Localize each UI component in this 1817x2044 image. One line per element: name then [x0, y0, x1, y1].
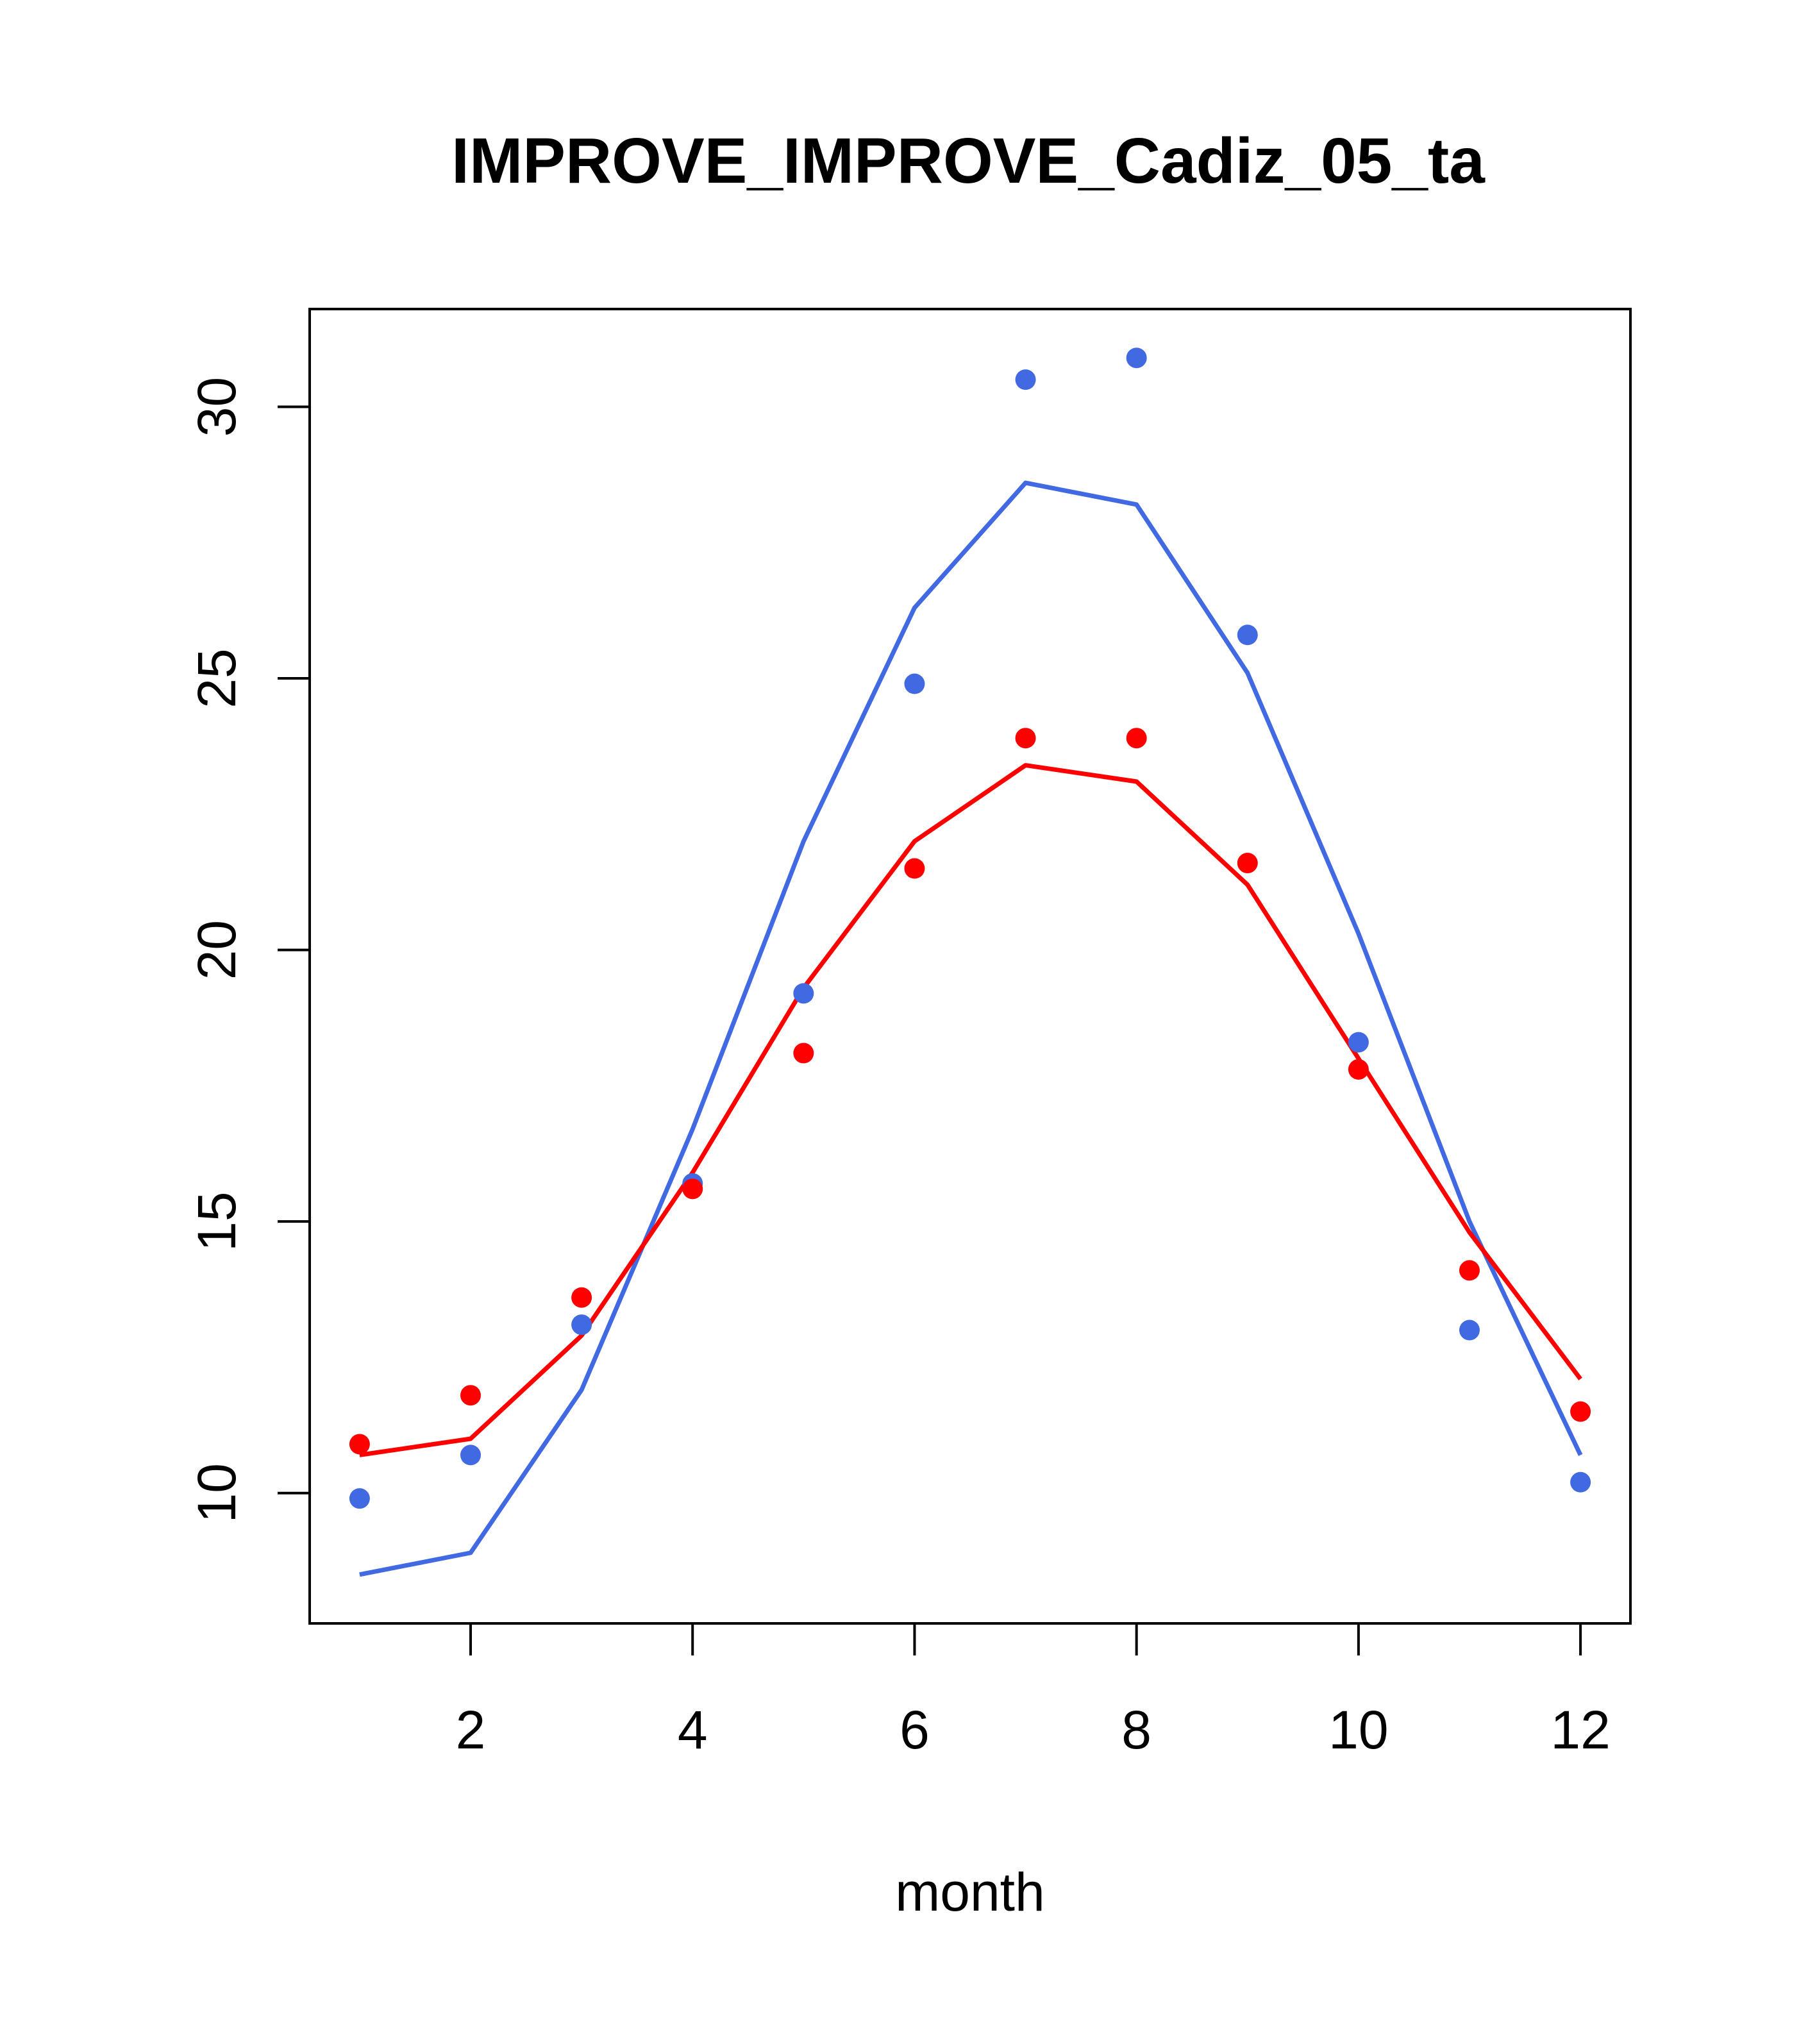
chart-title: IMPROVE_IMPROVE_Cadiz_05_ta [451, 125, 1486, 197]
blue-point [1237, 624, 1258, 646]
blue-point [349, 1488, 370, 1509]
y-tick-label: 20 [187, 920, 247, 980]
x-axis-label: month [895, 1862, 1044, 1922]
x-tick-label: 8 [1121, 1700, 1151, 1760]
blue-point [1570, 1471, 1591, 1493]
blue-point [1015, 369, 1036, 390]
red-point [1459, 1260, 1480, 1281]
red-point [1015, 728, 1036, 749]
x-axis: 2 4 6 8 10 12 [456, 1622, 1611, 1760]
blue-line [359, 480, 1583, 1577]
blue-point [1348, 1032, 1369, 1053]
series-lines [359, 480, 1583, 1577]
red-point [460, 1385, 481, 1406]
x-tick-label: 2 [456, 1700, 486, 1760]
blue-point [571, 1314, 592, 1336]
blue-point [460, 1445, 481, 1466]
red-line [359, 763, 1582, 1457]
x-tick-label: 10 [1328, 1700, 1388, 1760]
plot-frame [308, 308, 1632, 1625]
x-tick-label: 12 [1550, 1700, 1610, 1760]
red-point [1126, 728, 1147, 749]
red-point [793, 1043, 814, 1064]
y-tick-label: 30 [187, 377, 247, 437]
y-tick-label: 10 [187, 1463, 247, 1523]
blue-point [793, 983, 814, 1004]
series-points [349, 348, 1591, 1509]
red-point [1570, 1401, 1591, 1422]
blue-point [904, 673, 925, 694]
y-tick-label: 25 [187, 648, 247, 708]
red-point [904, 858, 925, 879]
red-point [1237, 853, 1258, 874]
red-point [1348, 1059, 1369, 1080]
y-axis: 10 15 20 25 30 [187, 377, 311, 1523]
red-point [682, 1178, 703, 1200]
red-point [349, 1434, 370, 1455]
y-tick-label: 15 [187, 1191, 247, 1251]
red-point [571, 1287, 592, 1308]
blue-point [1126, 348, 1147, 369]
blue-point [1459, 1319, 1480, 1341]
x-tick-label: 6 [900, 1700, 930, 1760]
x-tick-label: 4 [678, 1700, 708, 1760]
